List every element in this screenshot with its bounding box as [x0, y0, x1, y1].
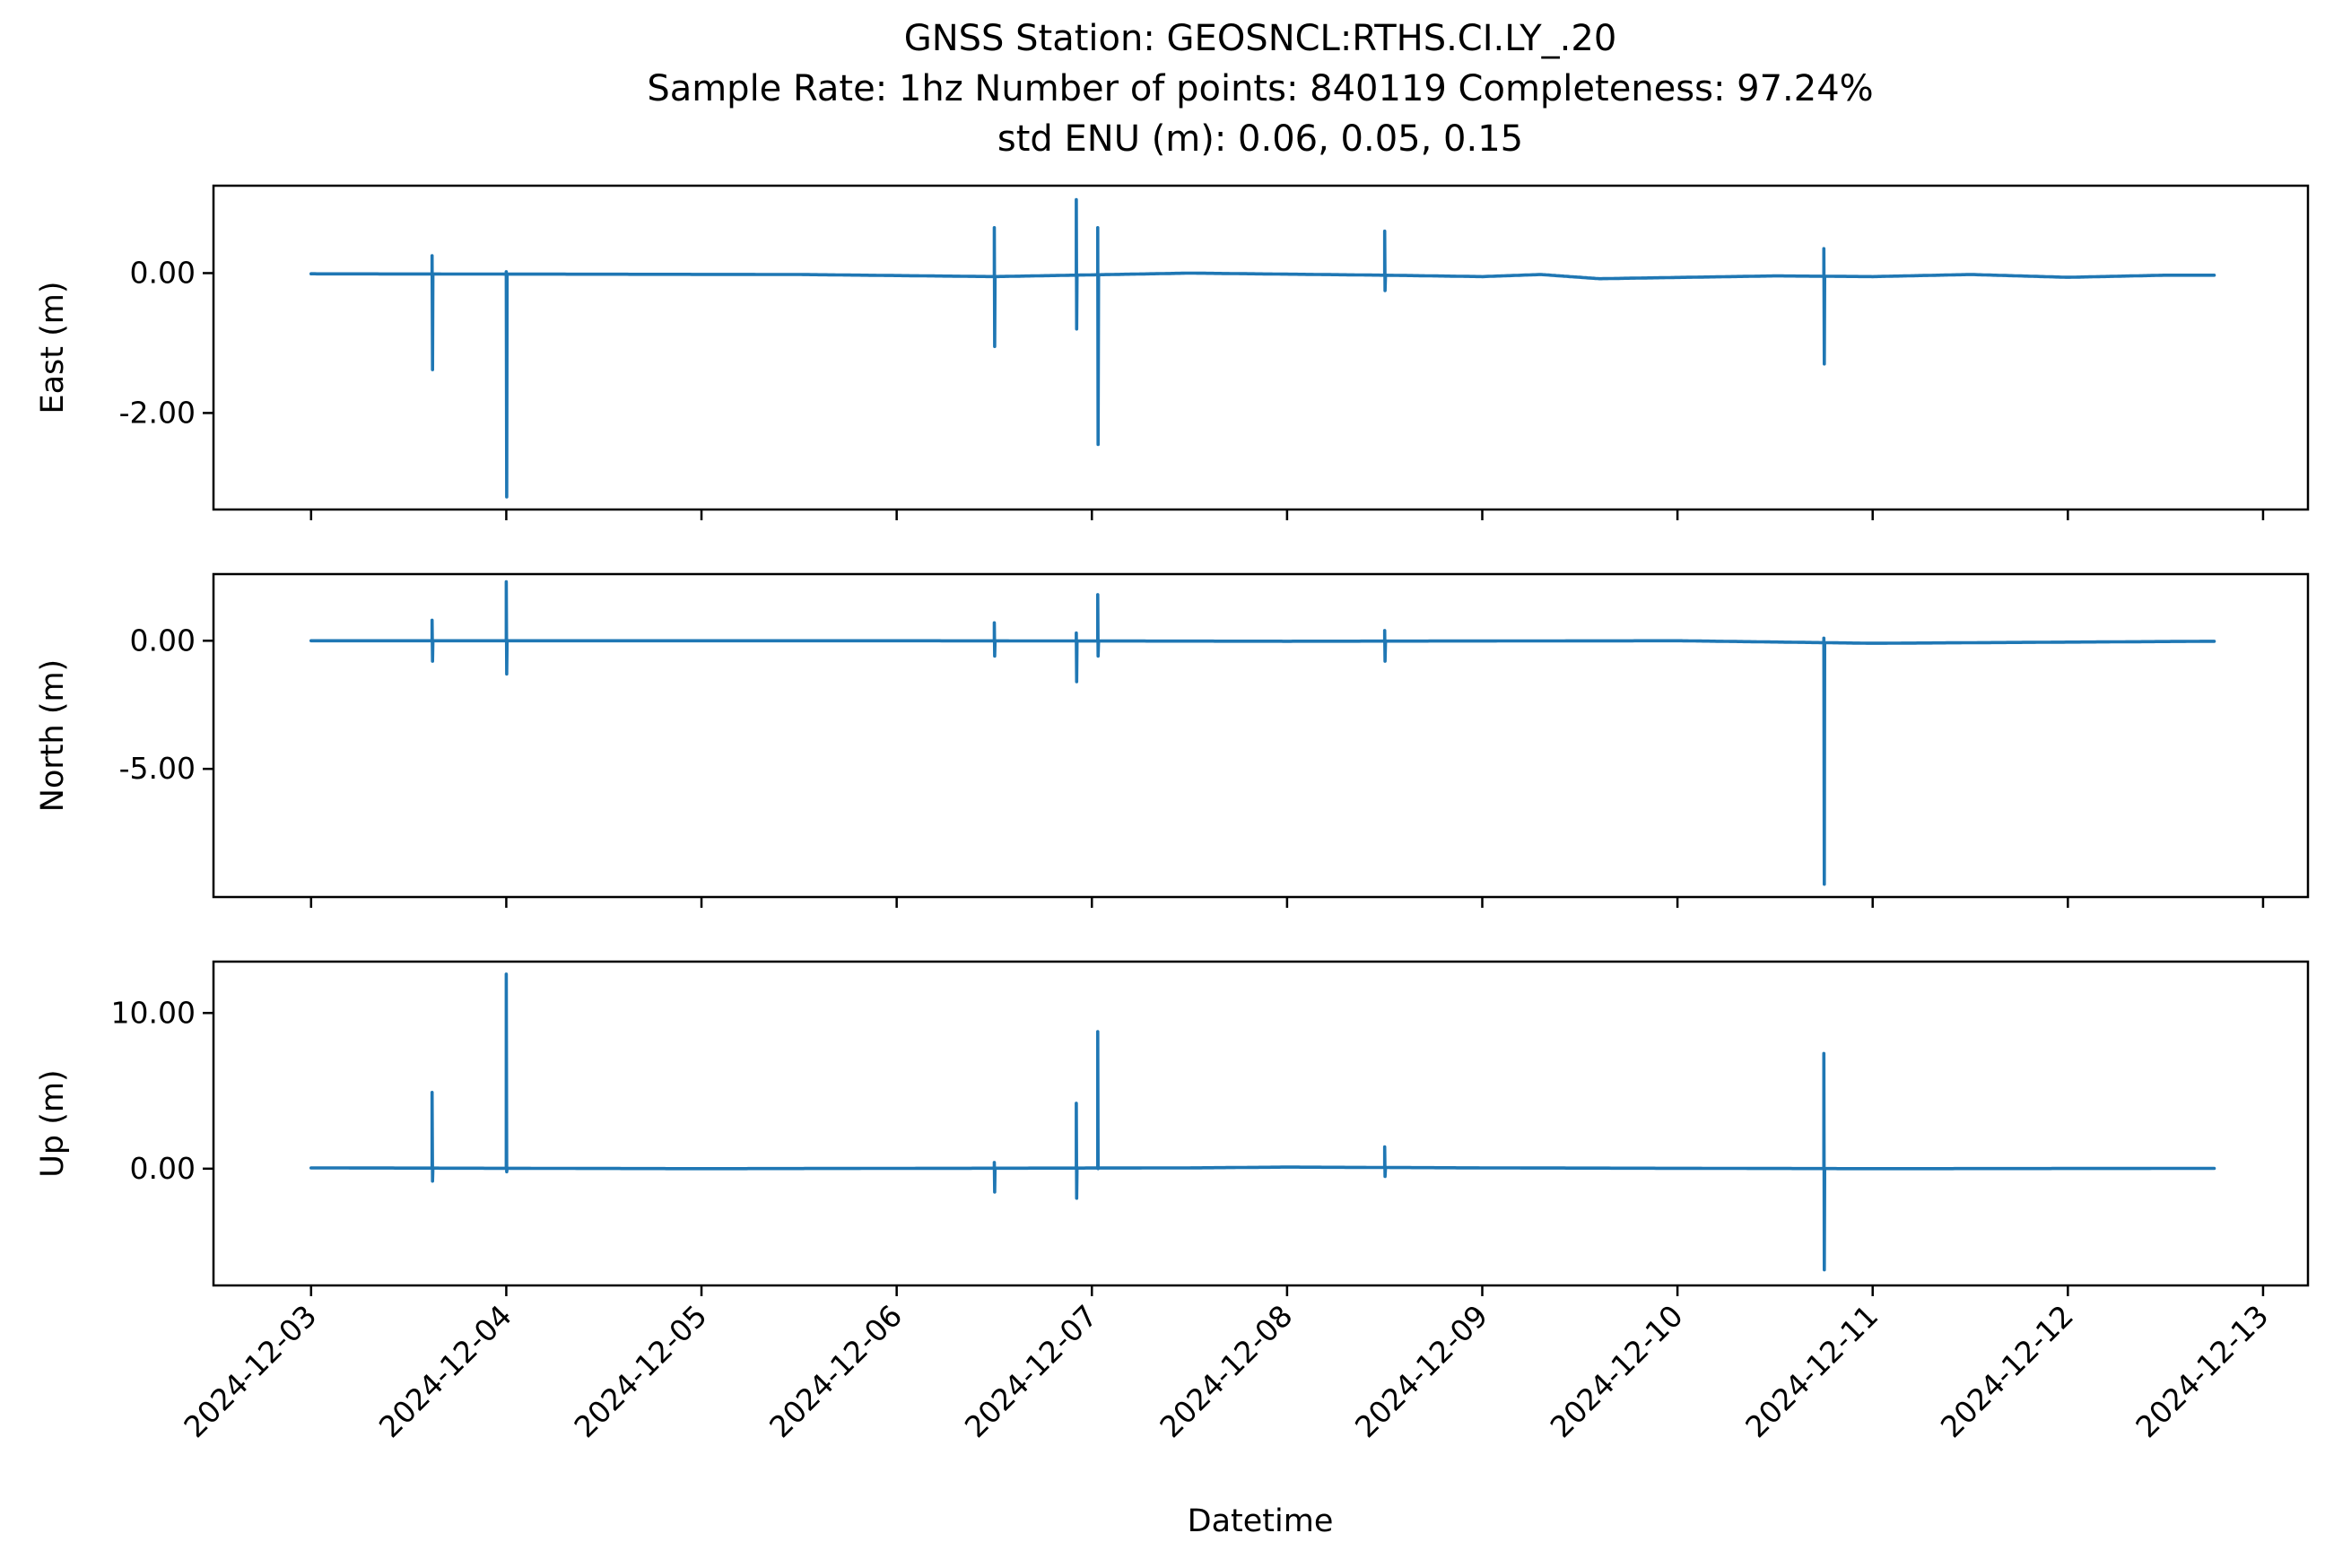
north-series-line: [309, 579, 2216, 886]
up-y-tick-label: 0.00: [130, 1151, 196, 1186]
up-axes-frame: [212, 960, 2310, 1287]
title-line-stats: Sample Rate: 1hz Number of points: 84011…: [647, 68, 1873, 109]
east-y-tick-label: 0.00: [130, 255, 196, 290]
title-line-std: std ENU (m): 0.06, 0.05, 0.15: [997, 118, 1523, 160]
title-line-station: GNSS Station: GEOSNCL:RTHS.CI.LY_.20: [904, 18, 1617, 59]
east-y-tick-label: -2.00: [119, 395, 196, 430]
x-axis-label: Datetime: [1188, 1503, 1334, 1539]
subplot-panels: 0.00 -2.00 East (m) 0.00 -5.00 North (m) 10.00…: [35, 184, 2310, 1296]
east-panel: 0.00 -2.00 East (m): [35, 184, 2310, 520]
north-y-tick-label: 0.00: [130, 623, 196, 658]
up-series-line: [309, 972, 2216, 1272]
figure-title: GNSS Station: GEOSNCL:RTHS.CI.LY_.20 Sam…: [647, 18, 1873, 160]
up-y-axis-label: Up (m): [35, 1069, 71, 1177]
north-y-axis-label: North (m): [35, 659, 71, 812]
north-panel: 0.00 -5.00 North (m): [35, 572, 2310, 908]
up-panel: 10.00 0.00 Up (m): [35, 960, 2310, 1296]
east-axes-frame: [212, 184, 2310, 511]
north-y-tick-label: -5.00: [119, 751, 196, 786]
east-y-axis-label: East (m): [35, 281, 71, 414]
north-axes-frame: [212, 572, 2310, 899]
east-series-line: [309, 197, 2216, 499]
up-y-tick-label: 10.00: [111, 995, 196, 1030]
